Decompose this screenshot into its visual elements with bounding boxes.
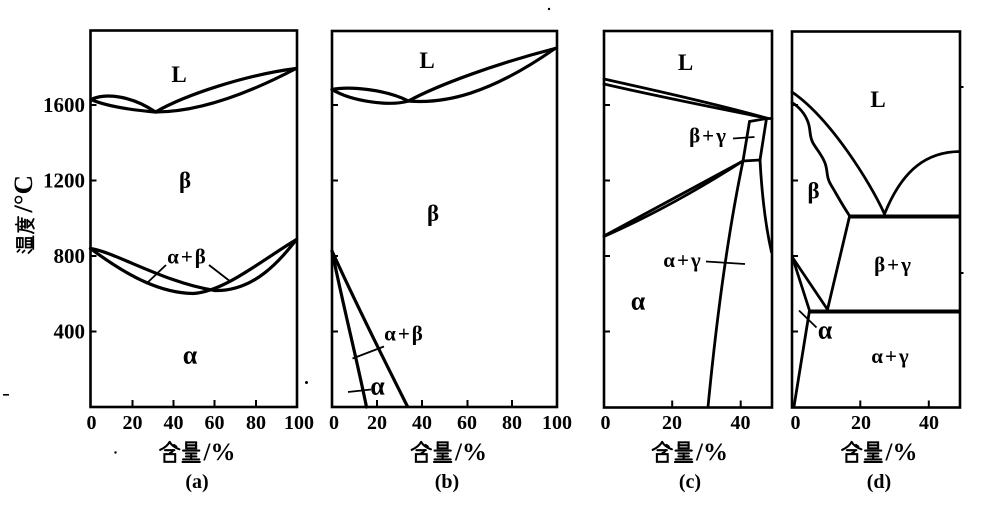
svg-text:(d): (d) bbox=[867, 471, 891, 493]
svg-text:/°C: /°C bbox=[8, 175, 38, 214]
svg-text:20: 20 bbox=[367, 412, 387, 434]
svg-text:40: 40 bbox=[412, 412, 432, 434]
svg-text:α: α bbox=[183, 341, 198, 370]
svg-text:(b): (b) bbox=[435, 471, 459, 493]
svg-text:400: 400 bbox=[54, 320, 86, 344]
svg-text:/%: /% bbox=[454, 439, 487, 466]
svg-text:60: 60 bbox=[457, 412, 477, 434]
svg-text:β: β bbox=[427, 201, 439, 226]
svg-text:/%: /% bbox=[695, 439, 728, 466]
svg-text:20: 20 bbox=[851, 412, 871, 434]
svg-text:800: 800 bbox=[54, 244, 86, 268]
svg-text:(a): (a) bbox=[185, 471, 208, 493]
svg-text:0: 0 bbox=[329, 412, 339, 434]
svg-text:/%: /% bbox=[885, 439, 918, 466]
svg-text:L: L bbox=[171, 62, 186, 87]
svg-text:1600: 1600 bbox=[43, 93, 85, 117]
svg-text:40: 40 bbox=[164, 412, 184, 434]
svg-text:0: 0 bbox=[87, 412, 97, 434]
svg-text:α+γ: α+γ bbox=[663, 248, 703, 272]
svg-text:α+β: α+β bbox=[167, 245, 208, 269]
svg-text:60: 60 bbox=[205, 412, 225, 434]
svg-text:(c): (c) bbox=[679, 471, 701, 493]
svg-text:0: 0 bbox=[601, 412, 611, 434]
svg-text:/%: /% bbox=[203, 439, 236, 466]
svg-text:40: 40 bbox=[919, 412, 939, 434]
svg-text:80: 80 bbox=[246, 412, 266, 434]
svg-text:β+γ: β+γ bbox=[689, 124, 728, 148]
svg-text:β: β bbox=[179, 168, 191, 193]
svg-text:0: 0 bbox=[791, 412, 801, 434]
svg-text:100: 100 bbox=[284, 412, 314, 434]
svg-text:20: 20 bbox=[662, 412, 682, 434]
svg-text:80: 80 bbox=[502, 412, 522, 434]
svg-text:β+γ: β+γ bbox=[874, 253, 913, 277]
svg-text:α: α bbox=[370, 372, 385, 401]
svg-text:1200: 1200 bbox=[43, 169, 85, 193]
svg-text:β: β bbox=[807, 179, 819, 204]
svg-text:α: α bbox=[631, 287, 646, 316]
svg-text:L: L bbox=[678, 50, 693, 75]
svg-text:100: 100 bbox=[542, 412, 572, 434]
svg-text:α+γ: α+γ bbox=[871, 344, 911, 368]
svg-text:L: L bbox=[419, 48, 434, 73]
svg-text:20: 20 bbox=[123, 412, 143, 434]
svg-text:α: α bbox=[818, 316, 833, 345]
svg-text:α+β: α+β bbox=[384, 322, 425, 346]
svg-text:40: 40 bbox=[731, 412, 751, 434]
svg-text:L: L bbox=[870, 87, 885, 112]
